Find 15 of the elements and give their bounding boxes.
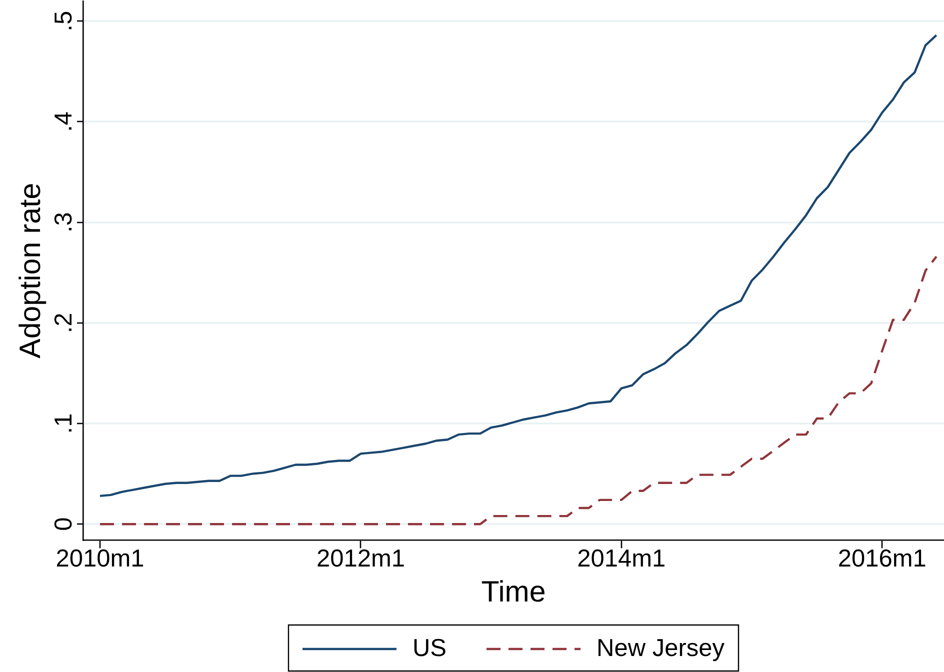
y-axis-title: Adoption rate — [14, 182, 47, 358]
legend-label: US — [412, 634, 447, 662]
legend-label: New Jersey — [596, 634, 726, 662]
y-tick-label: .1 — [50, 413, 78, 434]
x-tick-label: 2014m1 — [577, 546, 666, 573]
y-tick-label: .3 — [50, 212, 78, 233]
y-tick-label: .5 — [50, 10, 78, 32]
x-tick-label: 2012m1 — [316, 546, 405, 573]
y-tick-label: .2 — [50, 312, 78, 334]
y-tick-label: .4 — [50, 112, 78, 132]
line-series — [98, 255, 938, 526]
y-tick-label: 0 — [50, 517, 78, 531]
x-axis-title: Time — [481, 575, 546, 608]
x-tick-label: 2010m1 — [56, 546, 144, 573]
x-tick-label: 2016m1 — [838, 546, 926, 573]
